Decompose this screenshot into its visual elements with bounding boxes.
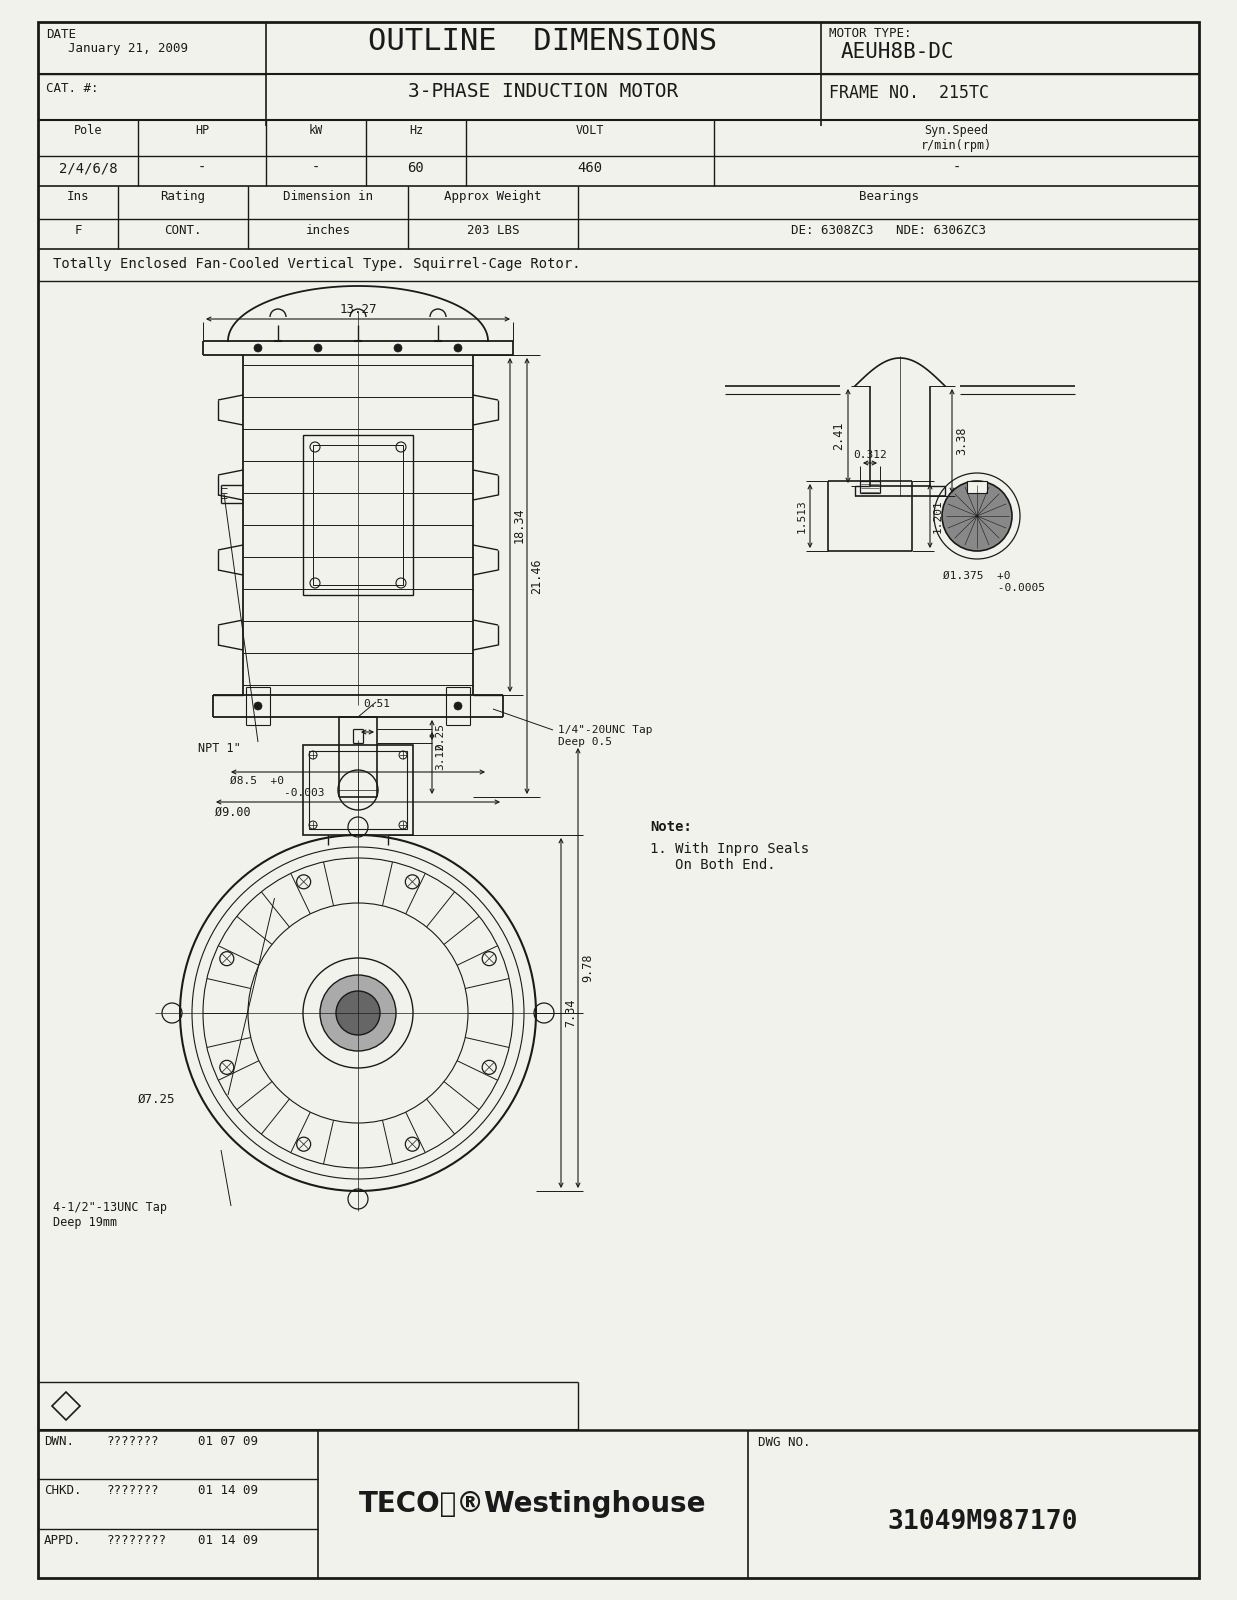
Text: TECOⓇ®Westinghouse: TECOⓇ®Westinghouse xyxy=(359,1490,706,1518)
Circle shape xyxy=(454,344,461,352)
Text: 21.46: 21.46 xyxy=(529,558,543,594)
Text: 460: 460 xyxy=(578,162,602,174)
Text: CONT.: CONT. xyxy=(165,224,202,237)
Text: Ø7.25: Ø7.25 xyxy=(139,1093,176,1106)
Circle shape xyxy=(336,990,380,1035)
Text: 2.41: 2.41 xyxy=(833,422,845,450)
Text: 2/4/6/8: 2/4/6/8 xyxy=(58,162,118,174)
Circle shape xyxy=(314,344,322,352)
Polygon shape xyxy=(967,482,987,493)
Text: 3.38: 3.38 xyxy=(955,427,969,456)
Text: Dimension in: Dimension in xyxy=(283,190,374,203)
Text: 1. With Inpro Seals
   On Both End.: 1. With Inpro Seals On Both End. xyxy=(649,842,809,872)
Text: 01 14 09: 01 14 09 xyxy=(198,1534,259,1547)
Text: inches: inches xyxy=(306,224,350,237)
Text: 3-PHASE INDUCTION MOTOR: 3-PHASE INDUCTION MOTOR xyxy=(408,82,678,101)
Text: NPT 1": NPT 1" xyxy=(198,742,241,755)
Text: -: - xyxy=(312,162,320,174)
Circle shape xyxy=(395,344,402,352)
Text: January 21, 2009: January 21, 2009 xyxy=(68,42,188,54)
Text: Totally Enclosed Fan-Cooled Vertical Type. Squirrel-Cage Rotor.: Totally Enclosed Fan-Cooled Vertical Typ… xyxy=(53,258,580,270)
Text: 7.34: 7.34 xyxy=(564,998,576,1027)
Text: FRAME NO.  215TC: FRAME NO. 215TC xyxy=(829,83,990,102)
Text: -: - xyxy=(952,162,961,174)
Text: DE: 6308ZC3   NDE: 6306ZC3: DE: 6308ZC3 NDE: 6306ZC3 xyxy=(790,224,986,237)
Circle shape xyxy=(454,702,461,710)
Text: 18.34: 18.34 xyxy=(513,507,526,542)
Text: 0.25: 0.25 xyxy=(435,723,445,749)
Bar xyxy=(313,445,403,586)
Text: -: - xyxy=(198,162,207,174)
Text: Hz: Hz xyxy=(409,125,423,138)
Text: MOTOR TYPE:: MOTOR TYPE: xyxy=(829,27,912,40)
Text: Syn.Speed
r/min(rpm): Syn.Speed r/min(rpm) xyxy=(920,125,992,152)
Text: OUTLINE  DIMENSIONS: OUTLINE DIMENSIONS xyxy=(369,27,717,56)
Text: Bearings: Bearings xyxy=(858,190,919,203)
Text: 13.27: 13.27 xyxy=(339,302,377,317)
Text: ???????: ??????? xyxy=(106,1485,158,1498)
Text: 3.12: 3.12 xyxy=(435,744,445,771)
Text: APPD.: APPD. xyxy=(45,1534,82,1547)
Text: VOLT: VOLT xyxy=(575,125,604,138)
Text: 1/4"-20UNC Tap
Deep 0.5: 1/4"-20UNC Tap Deep 0.5 xyxy=(558,725,652,747)
Text: kW: kW xyxy=(309,125,323,138)
Text: Note:: Note: xyxy=(649,819,691,834)
Text: DWG NO.: DWG NO. xyxy=(758,1437,810,1450)
Text: DATE: DATE xyxy=(46,27,75,42)
Text: ????????: ???????? xyxy=(106,1534,166,1547)
Text: Pole: Pole xyxy=(74,125,103,138)
Circle shape xyxy=(254,344,262,352)
Bar xyxy=(303,435,413,595)
Text: Rating: Rating xyxy=(161,190,205,203)
Text: 0.51: 0.51 xyxy=(362,699,390,709)
Bar xyxy=(309,750,407,829)
Text: 1.201: 1.201 xyxy=(933,499,943,533)
Text: HP: HP xyxy=(195,125,209,138)
Text: Ø9.00: Ø9.00 xyxy=(215,806,251,819)
Text: 01 07 09: 01 07 09 xyxy=(198,1435,259,1448)
Text: 60: 60 xyxy=(408,162,424,174)
Text: 4-1/2"-13UNC Tap
Deep 19mm: 4-1/2"-13UNC Tap Deep 19mm xyxy=(53,1202,167,1229)
Text: AEUH8B-DC: AEUH8B-DC xyxy=(841,42,955,62)
Text: 203 LBS: 203 LBS xyxy=(466,224,520,237)
Text: 9.78: 9.78 xyxy=(581,954,594,982)
Text: F: F xyxy=(74,224,82,237)
Text: 31049M987170: 31049M987170 xyxy=(888,1509,1079,1534)
Text: 1.513: 1.513 xyxy=(797,499,807,533)
Text: Approx Weight: Approx Weight xyxy=(444,190,542,203)
Text: Ø8.5  +0
        -0.003: Ø8.5 +0 -0.003 xyxy=(230,776,324,798)
Text: ???????: ??????? xyxy=(106,1435,158,1448)
Circle shape xyxy=(320,974,396,1051)
Text: CAT. #:: CAT. #: xyxy=(46,82,99,94)
Bar xyxy=(303,746,413,835)
Text: DWN.: DWN. xyxy=(45,1435,74,1448)
Text: 01 14 09: 01 14 09 xyxy=(198,1485,259,1498)
Text: CHKD.: CHKD. xyxy=(45,1485,82,1498)
Circle shape xyxy=(254,702,262,710)
Text: 0.312: 0.312 xyxy=(854,450,887,461)
Text: Ø1.375  +0
             -0.0005: Ø1.375 +0 -0.0005 xyxy=(909,571,1044,592)
Text: Ins: Ins xyxy=(67,190,89,203)
Circle shape xyxy=(943,482,1012,550)
